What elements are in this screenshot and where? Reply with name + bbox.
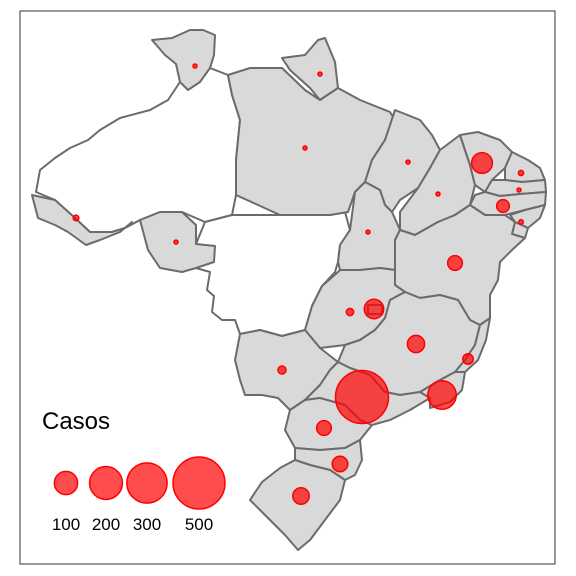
legend-label-500: 500	[185, 515, 213, 534]
legend-marker-200	[88, 465, 124, 501]
legend-label-100: 100	[52, 515, 80, 534]
legend: Casos 100 200 300 500	[42, 408, 226, 534]
case-marker-sp	[334, 369, 390, 425]
case-marker-pr	[315, 419, 333, 437]
case-markers	[72, 63, 525, 505]
case-marker-es	[462, 353, 474, 365]
state-rr	[151, 29, 216, 91]
case-marker-ro	[173, 239, 179, 245]
case-marker-sc	[331, 455, 349, 473]
case-marker-ms	[277, 365, 287, 375]
case-marker-mg	[406, 334, 426, 354]
case-marker-rs	[292, 487, 310, 505]
legend-marker-500	[172, 456, 226, 510]
state-rs	[249, 459, 346, 551]
case-marker-al	[517, 218, 525, 226]
legend-items: 100 200 300 500	[52, 456, 226, 534]
case-marker-pe	[495, 198, 511, 214]
case-marker-ce	[470, 151, 494, 175]
case-marker-pb	[516, 187, 522, 193]
case-marker-pi	[435, 191, 441, 197]
case-marker-ap	[317, 71, 323, 77]
legend-marker-300	[126, 462, 168, 504]
case-marker-pa	[302, 145, 308, 151]
case-marker-rr	[192, 63, 198, 69]
state-ap	[281, 37, 339, 101]
legend-title: Casos	[42, 408, 110, 435]
case-marker-df	[363, 298, 385, 320]
legend-label-200: 200	[92, 515, 120, 534]
legend-marker-100	[53, 470, 79, 496]
case-marker-ac	[72, 214, 80, 222]
case-marker-to	[365, 229, 371, 235]
case-marker-rn	[517, 169, 525, 177]
legend-label-300: 300	[133, 515, 161, 534]
state-ma	[364, 109, 441, 213]
case-marker-ma	[405, 159, 411, 165]
case-marker-go	[345, 307, 355, 317]
case-marker-rj	[427, 380, 457, 410]
case-marker-ba	[446, 254, 464, 272]
